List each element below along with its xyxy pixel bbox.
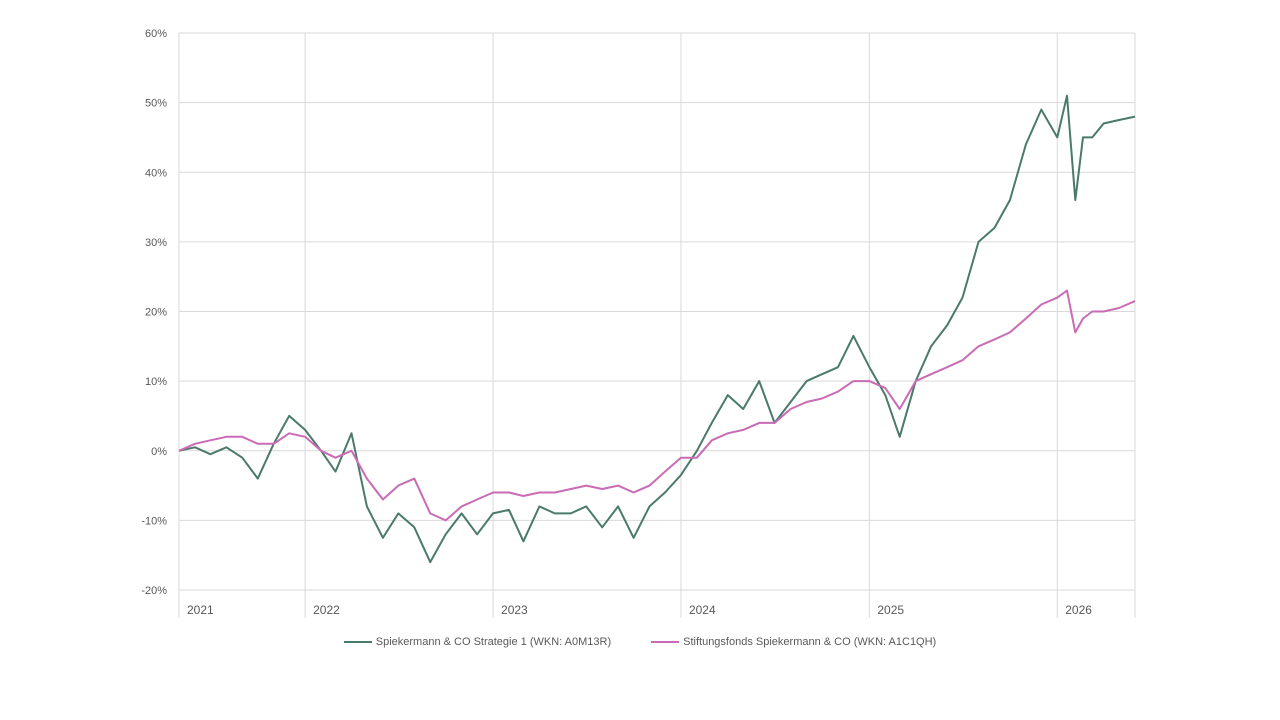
legend-label-strategie: Spiekermann & CO Strategie 1 (WKN: A0M13… — [375, 636, 612, 648]
line-chart: -20% -10% 0% 10% 20% 30% 40% 50% 60% 2021 2022 2023… — [141, 28, 1136, 618]
y-tick-label: -10% — [141, 515, 167, 527]
y-tick-label: 10% — [145, 376, 167, 388]
series-lines — [178, 94, 1136, 564]
y-tick-label: 20% — [145, 307, 167, 319]
y-tick-label: -20% — [141, 585, 167, 597]
y-tick-label: 50% — [145, 98, 167, 110]
axes: -20% -10% 0% 10% 20% 30% 40% 50% 60% 2021 2022 2023… — [141, 28, 1092, 617]
legend-swatch-stiftungsfonds — [651, 641, 680, 643]
x-tick-label: 2024 — [689, 603, 716, 617]
x-tick-label: 2022 — [313, 603, 340, 617]
y-tick-label: 60% — [145, 28, 167, 40]
grid — [178, 32, 1136, 618]
y-tick-label: 30% — [145, 237, 167, 249]
legend-item-stiftungsfonds: Stiftungsfonds Spiekermann & CO (WKN: A1… — [651, 636, 936, 648]
legend-swatch-strategie — [343, 641, 372, 643]
x-tick-label: 2023 — [501, 603, 528, 617]
legend-item-strategie: Spiekermann & CO Strategie 1 (WKN: A0M13… — [343, 636, 612, 648]
x-tick-label: 2021 — [187, 603, 214, 617]
legend-label-stiftungsfonds: Stiftungsfonds Spiekermann & CO (WKN: A1… — [683, 636, 937, 648]
y-tick-label: 40% — [145, 167, 167, 179]
y-tick-label: 0% — [151, 446, 167, 458]
series-line-stiftungsfonds — [178, 289, 1136, 522]
legend: Spiekermann & CO Strategie 1 (WKN: A0M13… — [0, 636, 1280, 648]
x-tick-label: 2025 — [877, 603, 904, 617]
series-line-strategie — [178, 94, 1136, 564]
x-tick-label: 2026 — [1065, 603, 1092, 617]
